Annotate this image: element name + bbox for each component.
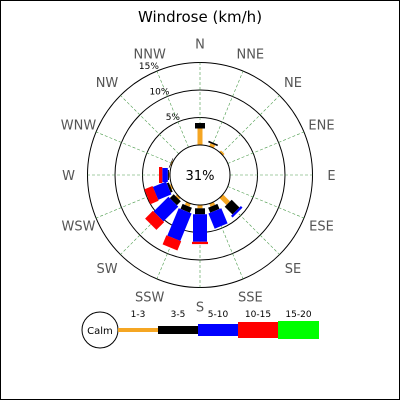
bar-s-5-10 (193, 214, 207, 242)
direction-label-ne: NE (284, 76, 302, 91)
bar-wnw-3-5 (168, 158, 174, 168)
spoke-nw (120, 95, 179, 154)
bar-w-10-15 (159, 167, 163, 183)
legend-label-5-10: 5-10 (208, 310, 229, 320)
direction-label-ssw: SSW (135, 290, 165, 305)
bar-ne-1-3 (219, 150, 225, 156)
legend-swatch-10-15 (238, 322, 278, 338)
legend-swatch-3-5 (158, 326, 198, 334)
spoke-se (221, 196, 280, 255)
bar-nne-1-3 (209, 143, 216, 149)
bar-nne-3-5 (208, 140, 218, 147)
legend-label-10-15: 10-15 (245, 310, 271, 320)
bar-ssw-3-5 (180, 203, 192, 213)
bar-w-3-5 (167, 170, 169, 180)
calm-percentage: 31% (186, 169, 215, 184)
legend-label-15-20: 15-20 (285, 310, 311, 320)
bar-ssw-1-3 (184, 201, 191, 207)
bar-n-1-3 (197, 128, 203, 145)
direction-label-wnw: WNW (61, 119, 97, 134)
legend-label-1-3: 1-3 (131, 310, 146, 320)
bar-sse-5-10 (208, 208, 228, 229)
spoke-nne (211, 70, 244, 148)
legend-bins: 1-3 3-5 5-10 10-15 15-20 (118, 310, 319, 339)
bar-sw-3-5 (169, 194, 181, 206)
bar-sw-10-15 (145, 210, 165, 230)
direction-label-e: E (327, 169, 335, 184)
direction-labels: N NNE NE ENE E ESE SE SSE S SSW SW WSW W WNW NW NNW (61, 38, 336, 316)
bar-s-3-5 (195, 208, 205, 215)
legend-calm-label: Calm (87, 326, 113, 337)
legend-swatch-5-10 (198, 324, 238, 336)
bar-wsw-10-15 (144, 186, 159, 205)
ring-label-10: 10% (149, 87, 169, 97)
spoke-ene (227, 131, 305, 164)
spokes-group (87, 62, 313, 288)
legend: Calm 1-3 3-5 5-10 10-15 15-20 (81, 310, 319, 349)
ring-label-15: 15% (139, 62, 159, 72)
bars-group (144, 123, 243, 251)
direction-label-w: W (62, 169, 75, 184)
ring-label-5: 5% (166, 113, 181, 123)
bar-w-5-10 (162, 168, 168, 182)
bar-se-5-10 (231, 206, 243, 218)
spoke-wnw (95, 131, 173, 164)
bar-sw-5-10 (153, 196, 179, 222)
direction-label-nnw: NNW (134, 48, 166, 63)
bar-n-3-5 (195, 123, 205, 129)
bar-sse-3-5 (208, 203, 220, 213)
spoke-sse (211, 202, 244, 280)
direction-label-se: SE (285, 262, 301, 277)
chart-title: Windrose (km/h) (138, 8, 262, 26)
bar-sw-1-3 (175, 194, 181, 200)
bar-ssw-10-15 (162, 235, 182, 251)
direction-label-nw: NW (96, 76, 119, 91)
spoke-ese (227, 186, 305, 219)
bar-wsw-3-5 (166, 182, 173, 193)
direction-label-nne: NNE (236, 48, 264, 63)
spoke-wsw (95, 186, 173, 219)
legend-swatch-15-20 (278, 321, 319, 339)
spoke-sw (120, 196, 179, 255)
bar-wsw-1-3 (169, 184, 174, 190)
spoke-ne (221, 95, 280, 154)
bar-s-1-3 (197, 205, 203, 209)
direction-label-sw: SW (96, 262, 117, 277)
bar-se-1-3 (219, 194, 230, 205)
spoke-nnw (156, 70, 189, 148)
bar-se-3-5 (224, 199, 240, 215)
direction-label-ese: ESE (309, 219, 334, 234)
ring-labels: 5% 10% 15% (139, 62, 181, 123)
direction-label-sse: SSE (238, 290, 263, 305)
legend-label-3-5: 3-5 (171, 310, 186, 320)
bar-ssw-5-10 (167, 208, 192, 241)
direction-label-wsw: WSW (62, 219, 96, 234)
direction-label-n: N (195, 38, 205, 53)
bar-s-10-15 (192, 241, 208, 245)
bar-sse-1-3 (209, 201, 216, 207)
direction-label-s: S (196, 301, 204, 316)
legend-swatch-1-3 (118, 328, 158, 332)
calm-circle (169, 144, 231, 206)
direction-label-ene: ENE (308, 119, 334, 134)
bar-wsw-5-10 (152, 181, 172, 200)
